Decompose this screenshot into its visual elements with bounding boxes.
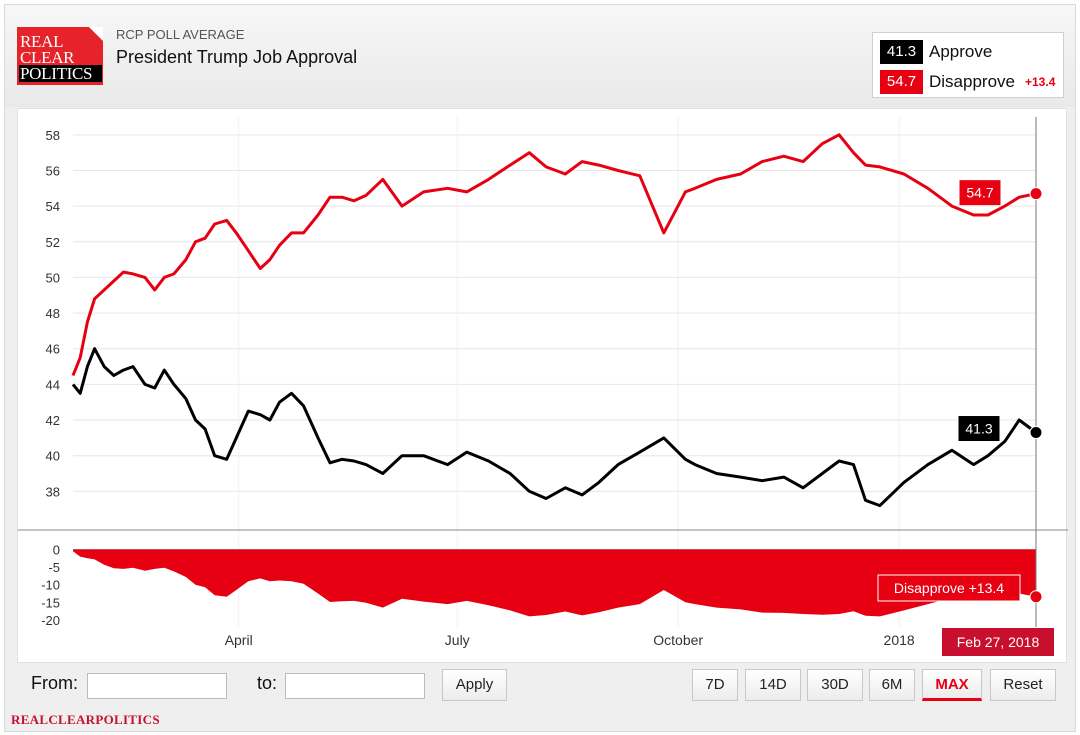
range-max-button[interactable]: MAX [922, 669, 982, 701]
spread-area [73, 549, 1036, 617]
disapprove-end-marker [1029, 187, 1043, 201]
approve-end-label-text: 41.3 [965, 421, 992, 437]
chart-title: President Trump Job Approval [116, 47, 358, 67]
disapprove-end-label-bg [958, 179, 1002, 207]
approval-chart-svg[interactable]: 38 40 42 44 46 48 50 52 54 56 58 0 -5 -10 -15 -20 54.7 41… [18, 109, 1068, 664]
y-tick-label: 42 [46, 413, 60, 428]
footer-brand[interactable]: REALCLEARPOLITICS [11, 712, 160, 727]
poll-average-subtitle: RCP POLL AVERAGE [116, 27, 245, 42]
y-tick-label: 48 [46, 306, 60, 321]
spread-y-tick-label: -5 [48, 560, 60, 575]
logo-corner-fold [89, 27, 103, 41]
from-date-input[interactable] [87, 673, 227, 699]
range-6m-button[interactable]: 6M [869, 669, 915, 701]
spread-y-tick-label: -10 [41, 578, 60, 593]
plot-area[interactable]: 38 40 42 44 46 48 50 52 54 56 58 0 -5 -10 -15 -20 54.7 41… [17, 108, 1068, 664]
legend-approve-label: Approve [929, 42, 993, 61]
series-line-disapprove [71, 133, 1037, 377]
disapprove-end-label: 54.7 [958, 179, 1002, 207]
y-tick-label: 40 [46, 449, 60, 464]
logo-line-2: CLEAR [20, 48, 75, 67]
reset-button[interactable]: Reset [990, 669, 1056, 701]
legend-approve[interactable]: 41.3 Approve [880, 40, 992, 64]
legend-disapprove[interactable]: 54.7 Disapprove +13.4 [880, 70, 1055, 94]
approve-end-marker [1029, 426, 1043, 440]
rcp-logo[interactable]: REAL CLEAR POLITICS [17, 27, 103, 85]
range-7d-button[interactable]: 7D [692, 669, 738, 701]
legend-disapprove-value: 54.7 [880, 70, 923, 94]
current-date-text: Feb 27, 2018 [957, 634, 1040, 650]
series-line-approve [71, 347, 1037, 508]
y-tick-label: 54 [46, 199, 60, 214]
to-label: to: [257, 673, 278, 693]
y-tick-label: 56 [46, 163, 60, 178]
approve-end-label: 41.3 [957, 415, 1001, 443]
x-tick-label: 2018 [884, 632, 915, 648]
spread-y-tick-label: 0 [53, 543, 60, 558]
chart-widget: REAL CLEAR POLITICS RCP POLL AVERAGE Pre… [4, 4, 1076, 732]
widget-header: REAL CLEAR POLITICS RCP POLL AVERAGE Pre… [5, 5, 1075, 107]
y-tick-label: 50 [46, 270, 60, 285]
to-date-input[interactable] [285, 673, 425, 699]
legend: 41.3 Approve 54.7 Disapprove +13.4 [872, 32, 1064, 98]
range-14d-button[interactable]: 14D [745, 669, 801, 701]
x-tick-label: October [653, 632, 703, 648]
approve-end-label-bg [957, 415, 1001, 443]
spread-end-label-bg [877, 574, 1021, 602]
date-range-controls: From: to: Apply 7D 14D 30D 6M MAX Reset [5, 659, 1075, 707]
spread-y-tick-label: -15 [41, 595, 60, 610]
y-tick-label: 58 [46, 128, 60, 143]
spread-y-tick-label: -20 [41, 613, 60, 628]
legend-disapprove-label: Disapprove [929, 72, 1015, 91]
y-tick-label: 44 [46, 377, 60, 392]
legend-approve-value: 41.3 [880, 40, 923, 64]
x-tick-label: April [225, 632, 253, 648]
current-date-badge: Feb 27, 2018 [942, 628, 1054, 656]
y-tick-label: 46 [46, 342, 60, 357]
legend-spread: +13.4 [1025, 75, 1056, 89]
spread-end-label-text: Disapprove +13.4 [894, 580, 1004, 596]
spread-end-label: Disapprove +13.4 [877, 574, 1021, 602]
range-30d-button[interactable]: 30D [807, 669, 863, 701]
disapprove-end-label-text: 54.7 [966, 185, 993, 201]
spread-end-marker [1029, 590, 1043, 604]
x-tick-label: July [445, 632, 470, 648]
apply-button[interactable]: Apply [442, 669, 507, 701]
y-tick-label: 38 [46, 484, 60, 499]
logo-line-3: POLITICS [19, 65, 102, 82]
from-label: From: [31, 673, 78, 693]
logo-line-1: REAL [20, 32, 64, 51]
y-tick-label: 52 [46, 235, 60, 250]
current-date-badge-bg [942, 628, 1054, 656]
